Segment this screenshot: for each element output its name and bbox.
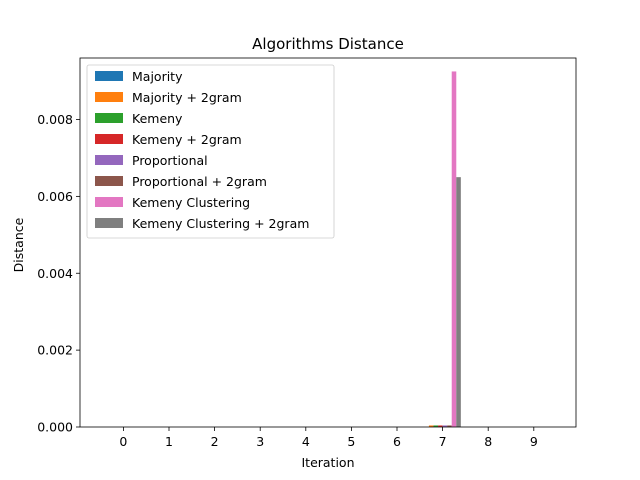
x-tick-label: 8 <box>484 434 492 449</box>
legend-box <box>86 64 335 239</box>
plot-frame <box>79 57 577 428</box>
legend-label: Majority <box>132 69 183 84</box>
y-tick-label: 0.002 <box>37 343 73 358</box>
x-tick-label: 5 <box>347 434 355 449</box>
legend-swatch <box>95 71 123 81</box>
chart-title: Algorithms Distance <box>252 35 404 53</box>
bar <box>451 71 457 427</box>
legend-swatch <box>95 92 123 102</box>
y-tick-label: 0.006 <box>37 189 73 204</box>
bar <box>442 425 448 427</box>
legend-label: Kemeny Clustering + 2gram <box>132 216 309 231</box>
legend: Majority Majority + 2gram Kemeny Kemeny + 2… <box>86 64 335 239</box>
x-tick-label: 0 <box>119 434 127 449</box>
x-tick-label: 2 <box>211 434 219 449</box>
x-tick-label: 1 <box>165 434 173 449</box>
x-tick-label: 3 <box>256 434 264 449</box>
legend-swatch <box>95 155 123 165</box>
bars-layer <box>428 71 461 427</box>
legend-swatch <box>95 176 123 186</box>
y-axis-title: Distance <box>11 217 26 272</box>
legend-swatch <box>95 113 123 123</box>
bar <box>433 425 439 427</box>
legend-label: Majority + 2gram <box>132 90 242 105</box>
legend-label: Proportional + 2gram <box>132 174 267 189</box>
x-tick-label: 4 <box>302 434 310 449</box>
bar <box>456 177 461 427</box>
bar <box>438 425 443 427</box>
legend-label: Proportional <box>132 153 208 168</box>
bar <box>428 425 434 427</box>
legend-swatch <box>95 218 123 228</box>
bar <box>447 425 452 427</box>
legend-label: Kemeny Clustering <box>132 195 250 210</box>
x-tick-label: 9 <box>530 434 538 449</box>
y-tick-label: 0.000 <box>37 420 73 435</box>
y-tick-label: 0.008 <box>37 112 73 127</box>
legend-label: Kemeny + 2gram <box>132 132 242 147</box>
legend-swatch <box>95 134 123 144</box>
axes-layer: 0 1 2 3 4 5 6 7 8 9 0.000 0.002 0.004 0.006 0.008 <box>37 57 577 449</box>
x-axis-title: Iteration <box>301 455 354 470</box>
legend-label: Kemeny <box>132 111 183 126</box>
y-tick-label: 0.004 <box>37 266 73 281</box>
x-tick-label: 7 <box>439 434 447 449</box>
x-tick-label: 6 <box>393 434 401 449</box>
legend-swatch <box>95 197 123 207</box>
